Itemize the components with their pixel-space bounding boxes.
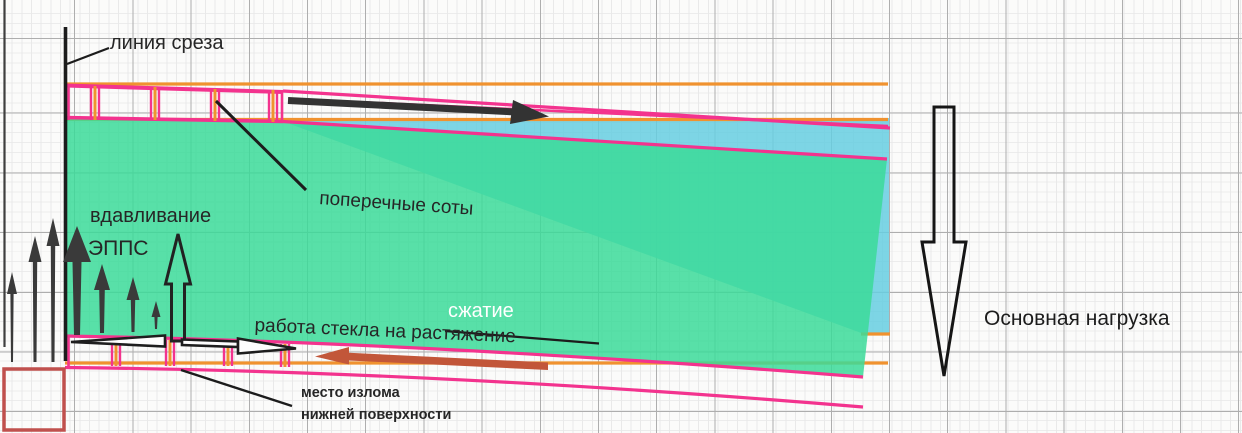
- up-arrow-2: [28, 236, 42, 362]
- top-shear-arrow: [287, 97, 549, 124]
- fracture-place-label-line1: место излома: [301, 385, 400, 401]
- main-load-label: Основная нагрузка: [984, 307, 1170, 330]
- core-green-shape: [65, 119, 887, 377]
- shear-arrow-right-head: [236, 336, 297, 355]
- honeycomb-leader: [214, 99, 308, 192]
- pink-bottom-skin: [64, 365, 864, 409]
- shear-arrow-left: [70, 334, 167, 348]
- honeycomb-bottom-rail: [64, 115, 284, 124]
- compression-label: сжатие: [448, 300, 514, 322]
- honeycomb-top-rail: [64, 83, 284, 94]
- up-arrow-6: [126, 277, 140, 332]
- bottom-shear-arrows: [70, 334, 297, 355]
- shear-arrow-right-shaft: [180, 338, 240, 349]
- fracture-leader: [180, 368, 293, 408]
- strikethrough-line: [444, 329, 600, 345]
- pink-core-bottom-edge: [64, 334, 864, 379]
- up-arrow-7: [151, 301, 161, 329]
- red-block-outline: [2, 367, 66, 432]
- xps-core-label: ЭППС: [88, 237, 149, 260]
- uplift-arrows: [7, 218, 161, 362]
- indentation-up-arrow: [163, 233, 193, 343]
- indentation-label: вдавливание: [90, 205, 212, 227]
- up-arrow-4: [63, 226, 91, 335]
- fracture-place-label-line2: нижней поверхности: [301, 407, 452, 423]
- cut-line-leader: [66, 46, 110, 66]
- up-arrow-1: [7, 272, 17, 362]
- honeycomb-dividers-top: [67, 84, 284, 122]
- up-arrow-3: [46, 218, 60, 362]
- pink-core-top-edge: [282, 119, 888, 161]
- compression-arrow: [315, 347, 548, 370]
- up-arrow-5: [94, 264, 110, 333]
- cut-line-label: линия среза: [110, 32, 224, 54]
- main-load-down-arrow: [920, 105, 968, 377]
